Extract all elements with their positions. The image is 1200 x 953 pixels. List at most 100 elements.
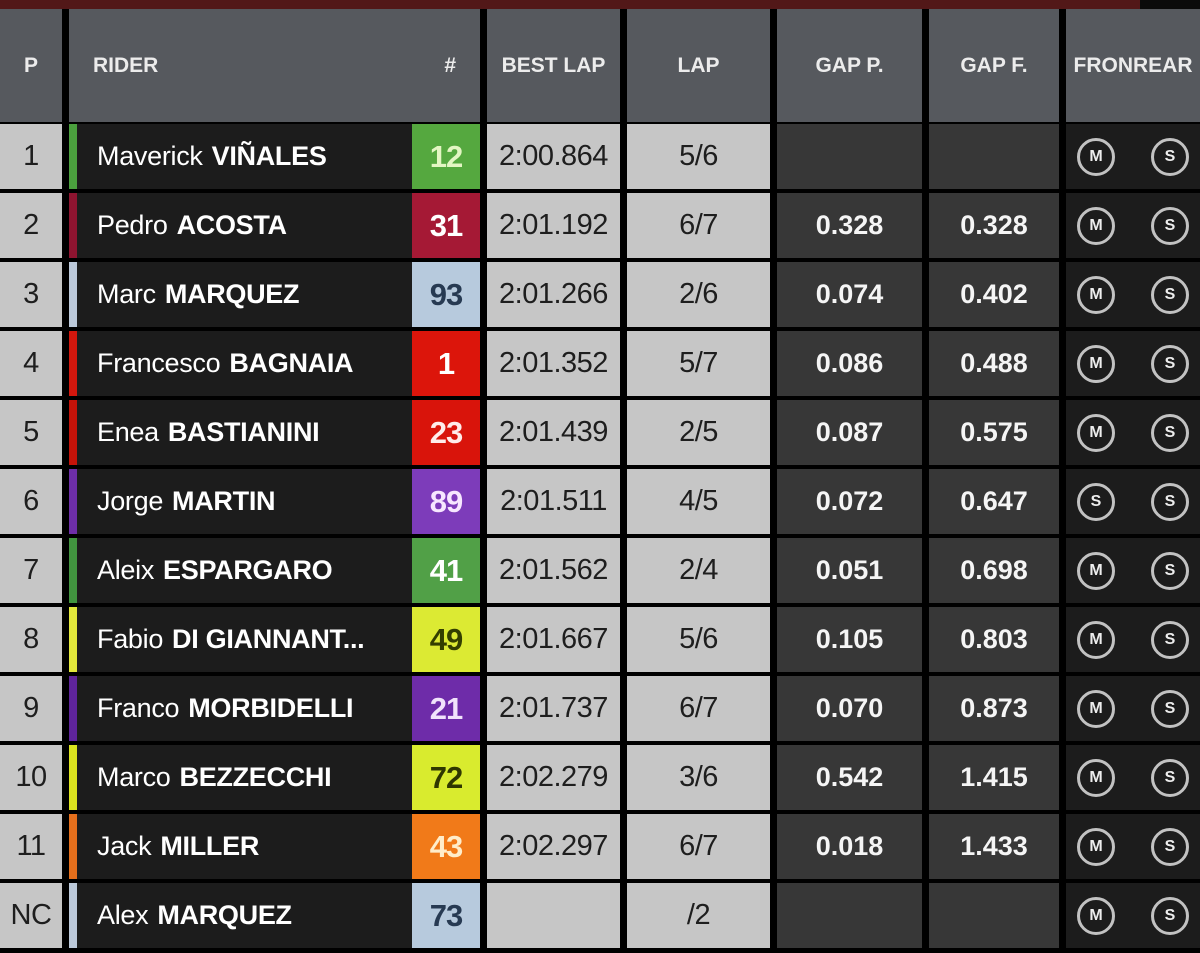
header-lap: LAP [627, 9, 770, 122]
gap-first-cell: 0.803 [929, 607, 1059, 672]
rider-last-name: MARQUEZ [157, 900, 292, 930]
table-row: 6 Jorge MARTIN 89 2:01.511 4/5 0.072 0.6… [0, 469, 1200, 534]
header-tires: FRONREAR [1066, 9, 1200, 122]
rider-number-plate: 73 [412, 883, 480, 948]
rear-tire-icon: S [1151, 413, 1189, 452]
header-rider: RIDER # [69, 9, 480, 122]
gap-prev-cell: 0.087 [777, 400, 922, 465]
rider-first-name: Marc [97, 279, 156, 309]
front-tire-icon: M [1077, 413, 1115, 452]
position-cell: 4 [0, 331, 62, 396]
tires-cell: M S [1066, 124, 1200, 189]
front-tire-icon: M [1077, 758, 1115, 797]
header-gap-prev: GAP P. [777, 9, 922, 122]
rider-first-name: Maverick [97, 141, 203, 171]
front-tire-icon: M [1077, 620, 1115, 659]
rear-tire-icon: S [1151, 689, 1189, 728]
rider-block: Francesco BAGNAIA 1 [69, 331, 480, 396]
rider-name: Marc MARQUEZ [77, 262, 412, 327]
lap-cell: 4/5 [627, 469, 770, 534]
gap-first-cell: 0.698 [929, 538, 1059, 603]
lap-cell: 5/7 [627, 331, 770, 396]
rider-block: Enea BASTIANINI 23 [69, 400, 480, 465]
team-color-stripe [69, 607, 77, 672]
rider-first-name: Alex [97, 900, 149, 930]
rider-block: Fabio DI GIANNANT... 49 [69, 607, 480, 672]
team-color-stripe [69, 469, 77, 534]
rider-last-name: DI GIANNANT... [172, 624, 365, 654]
rider-number-plate: 43 [412, 814, 480, 879]
team-color-stripe [69, 400, 77, 465]
front-tire-icon: M [1077, 827, 1115, 866]
position-cell: 11 [0, 814, 62, 879]
table-row: 3 Marc MARQUEZ 93 2:01.266 2/6 0.074 0.4… [0, 262, 1200, 327]
rider-name: Maverick VIÑALES [77, 124, 412, 189]
rider-number-plate: 89 [412, 469, 480, 534]
rider-number-plate: 12 [412, 124, 480, 189]
tires-cell: M S [1066, 400, 1200, 465]
tires-cell: M S [1066, 745, 1200, 810]
rider-name: Jack MILLER [77, 814, 412, 879]
rear-tire-icon: S [1151, 827, 1189, 866]
tires-cell: M S [1066, 607, 1200, 672]
rear-tire-icon: S [1151, 275, 1189, 314]
gap-prev-cell: 0.105 [777, 607, 922, 672]
front-tire-icon: M [1077, 689, 1115, 728]
header-position: P [0, 9, 62, 122]
rider-number-plate: 72 [412, 745, 480, 810]
gap-first-cell: 1.415 [929, 745, 1059, 810]
rider-first-name: Jorge [97, 486, 164, 516]
rider-number-plate: 1 [412, 331, 480, 396]
header-rider-label: RIDER [93, 53, 159, 77]
gap-prev-cell: 0.051 [777, 538, 922, 603]
rider-last-name: BAGNAIA [229, 348, 354, 378]
rider-block: Franco MORBIDELLI 21 [69, 676, 480, 741]
best-lap-cell: 2:01.667 [487, 607, 620, 672]
tires-cell: M S [1066, 193, 1200, 258]
rider-name: Alex MARQUEZ [77, 883, 412, 948]
gap-prev-cell: 0.328 [777, 193, 922, 258]
rider-last-name: BASTIANINI [167, 417, 320, 447]
rear-tire-icon: S [1151, 551, 1189, 590]
lap-cell: 3/6 [627, 745, 770, 810]
front-tire-icon: M [1077, 206, 1115, 245]
gap-first-cell: 0.575 [929, 400, 1059, 465]
table-row: 11 Jack MILLER 43 2:02.297 6/7 0.018 1.4… [0, 814, 1200, 879]
best-lap-cell: 2:02.279 [487, 745, 620, 810]
rider-block: Maverick VIÑALES 12 [69, 124, 480, 189]
rear-tire-icon: S [1151, 482, 1189, 521]
gap-first-cell: 0.647 [929, 469, 1059, 534]
rider-name: Jorge MARTIN [77, 469, 412, 534]
position-cell: 5 [0, 400, 62, 465]
best-lap-cell: 2:01.562 [487, 538, 620, 603]
gap-prev-cell [777, 883, 922, 948]
team-color-stripe [69, 262, 77, 327]
rider-number-plate: 23 [412, 400, 480, 465]
rider-first-name: Marco [97, 762, 171, 792]
gap-first-cell [929, 883, 1059, 948]
gap-prev-cell: 0.086 [777, 331, 922, 396]
table-row: NC Alex MARQUEZ 73 /2 M S [0, 883, 1200, 948]
tires-cell: M S [1066, 262, 1200, 327]
gap-first-cell: 0.488 [929, 331, 1059, 396]
team-color-stripe [69, 193, 77, 258]
results-rows: 1 Maverick VIÑALES 12 2:00.864 5/6 M S 2… [0, 124, 1200, 948]
top-accent-bar-end [1140, 0, 1200, 9]
rider-block: Jack MILLER 43 [69, 814, 480, 879]
header-best-lap: BEST LAP [487, 9, 620, 122]
position-cell: 2 [0, 193, 62, 258]
lap-cell: 2/5 [627, 400, 770, 465]
gap-first-cell [929, 124, 1059, 189]
position-cell: NC [0, 883, 62, 948]
team-color-stripe [69, 124, 77, 189]
best-lap-cell: 2:01.439 [487, 400, 620, 465]
rider-first-name: Franco [97, 693, 180, 723]
position-cell: 3 [0, 262, 62, 327]
team-color-stripe [69, 676, 77, 741]
rider-first-name: Pedro [97, 210, 168, 240]
rider-last-name: MILLER [160, 831, 260, 861]
front-tire-icon: M [1077, 896, 1115, 935]
position-cell: 8 [0, 607, 62, 672]
rider-last-name: ESPARGARO [163, 555, 333, 585]
rider-last-name: MORBIDELLI [188, 693, 354, 723]
